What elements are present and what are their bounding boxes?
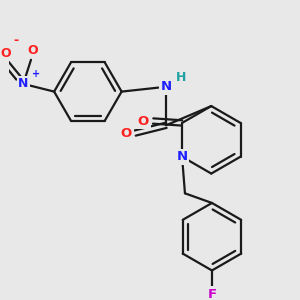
- Text: O: O: [28, 44, 38, 57]
- Text: H: H: [176, 71, 186, 84]
- Text: N: N: [160, 80, 172, 93]
- Text: O: O: [121, 127, 132, 140]
- Text: F: F: [207, 288, 217, 300]
- Text: -: -: [14, 34, 19, 47]
- Text: N: N: [18, 77, 28, 90]
- Text: N: N: [176, 150, 188, 163]
- Text: O: O: [138, 115, 149, 128]
- Text: +: +: [32, 69, 40, 79]
- Text: O: O: [1, 46, 11, 59]
